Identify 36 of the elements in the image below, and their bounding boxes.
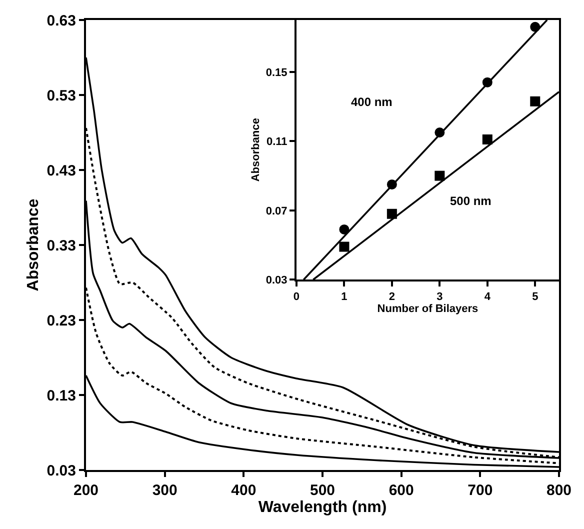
y-tick-label: 0.53 <box>46 87 76 104</box>
x-tick-label: 5 <box>532 290 538 303</box>
x-tick-label: 3 <box>436 290 443 303</box>
y-tick-label: 0.11 <box>266 136 288 148</box>
point <box>482 134 492 144</box>
x-tick-label: 200 <box>73 482 99 499</box>
y-tick-label: 0.03 <box>266 274 288 286</box>
point <box>339 224 350 234</box>
y-tick-label: 0.23 <box>46 312 76 330</box>
point <box>434 170 445 181</box>
annotation: 500 nm <box>450 194 492 208</box>
x-tick-label: 600 <box>388 482 414 499</box>
y-tick-label: 0.07 <box>266 205 288 218</box>
x-tick-label: 700 <box>468 482 493 499</box>
y-axis-title: Absorbance <box>250 118 262 182</box>
x-tick-label: 1 <box>341 290 348 303</box>
x-tick-label: 2 <box>388 290 396 303</box>
x-tick-label: 800 <box>546 482 572 499</box>
y-tick-label: 0.03 <box>46 462 76 480</box>
x-axis-title: Number of Bilayers <box>377 302 478 315</box>
x-tick-label: 4 <box>484 290 492 303</box>
annotation: 400 nm <box>351 95 392 109</box>
y-tick-label: 0.63 <box>46 12 76 30</box>
y-axis-title: Absorbance <box>25 198 42 292</box>
point <box>530 96 540 106</box>
x-axis-title: Wavelength (nm) <box>258 499 387 516</box>
point <box>386 208 397 219</box>
y-tick-label: 0.13 <box>46 387 76 404</box>
y-tick-label: 0.15 <box>266 66 288 79</box>
x-tick-label: 0 <box>293 290 300 303</box>
x-tick-label: 300 <box>152 482 178 499</box>
point <box>339 242 350 252</box>
y-tick-label: 0.33 <box>46 237 76 254</box>
x-tick-label: 500 <box>310 482 336 499</box>
y-tick-label: 0.43 <box>46 162 76 180</box>
x-tick-label: 400 <box>231 482 256 499</box>
